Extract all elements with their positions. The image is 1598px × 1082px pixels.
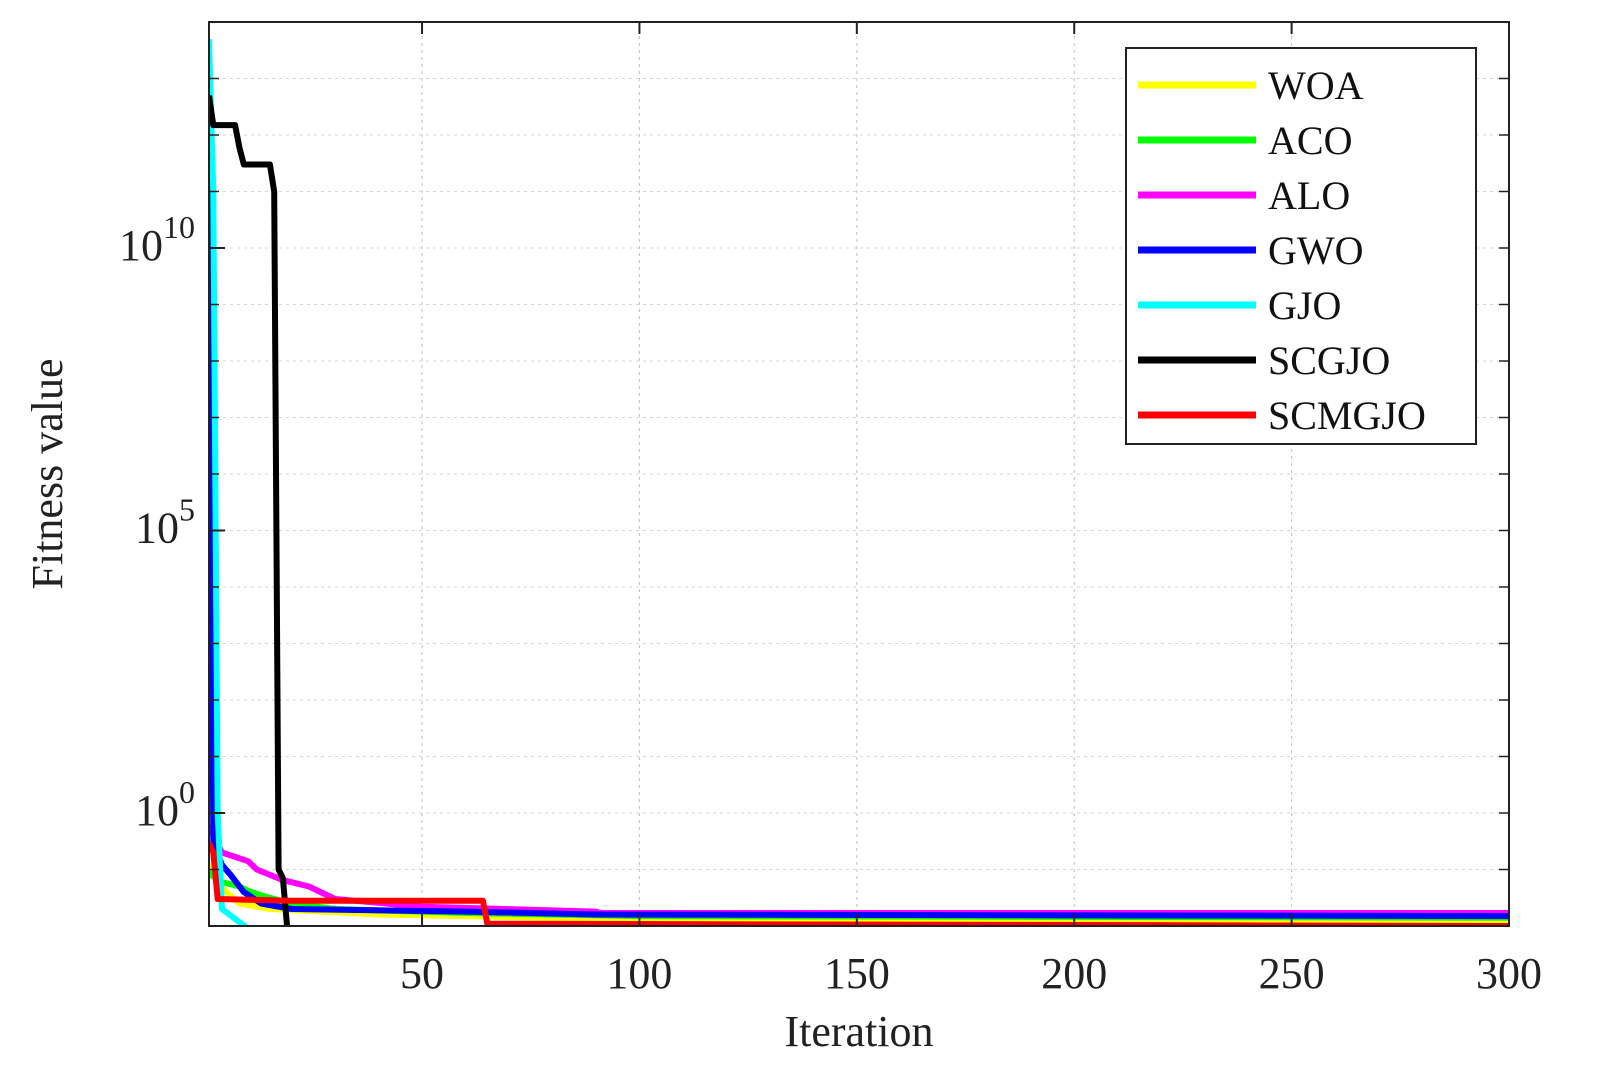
legend-label-gwo: GWO <box>1268 228 1364 273</box>
y-tick-exponent: 10 <box>163 209 195 245</box>
y-tick-label: 1010 <box>119 209 195 270</box>
x-tick-label: 300 <box>1476 949 1542 998</box>
x-tick-label: 200 <box>1041 949 1107 998</box>
x-tick-label: 100 <box>606 949 672 998</box>
series-line-scgjo <box>209 95 1509 926</box>
x-tick-label: 250 <box>1259 949 1325 998</box>
legend-label-scmgjo: SCMGJO <box>1268 393 1426 438</box>
x-tick-labels: 50 100 150 200 250 300 <box>400 949 1542 998</box>
y-tick-exponent: 5 <box>179 492 195 528</box>
legend-label-scgjo: SCGJO <box>1268 338 1390 383</box>
series-line-scmgjo <box>209 841 1509 926</box>
x-tick-label: 150 <box>824 949 890 998</box>
legend-label-alo: ALO <box>1268 173 1350 218</box>
legend-label-aco: ACO <box>1268 118 1352 163</box>
legend-box <box>1125 47 1477 445</box>
legend-label-gjo: GJO <box>1268 283 1341 328</box>
axis-ticks <box>209 22 1510 926</box>
y-tick-label: 105 <box>135 492 195 553</box>
legend-items: WOA ACO ALO GWO GJO SCGJO SCMGJO <box>1138 63 1426 438</box>
y-tick-base: 10 <box>135 786 179 835</box>
legend: WOA ACO ALO GWO GJO SCGJO SCMGJO <box>1125 47 1477 445</box>
y-tick-base: 10 <box>135 504 179 553</box>
y-tick-exponent: 0 <box>179 774 195 810</box>
y-tick-label: 100 <box>135 774 195 835</box>
y-axis-label: Fitness value <box>23 359 72 590</box>
legend-label-woa: WOA <box>1268 63 1364 108</box>
x-tick-label: 50 <box>400 949 444 998</box>
x-axis-label: Iteration <box>784 1007 933 1056</box>
y-tick-base: 10 <box>119 221 163 270</box>
